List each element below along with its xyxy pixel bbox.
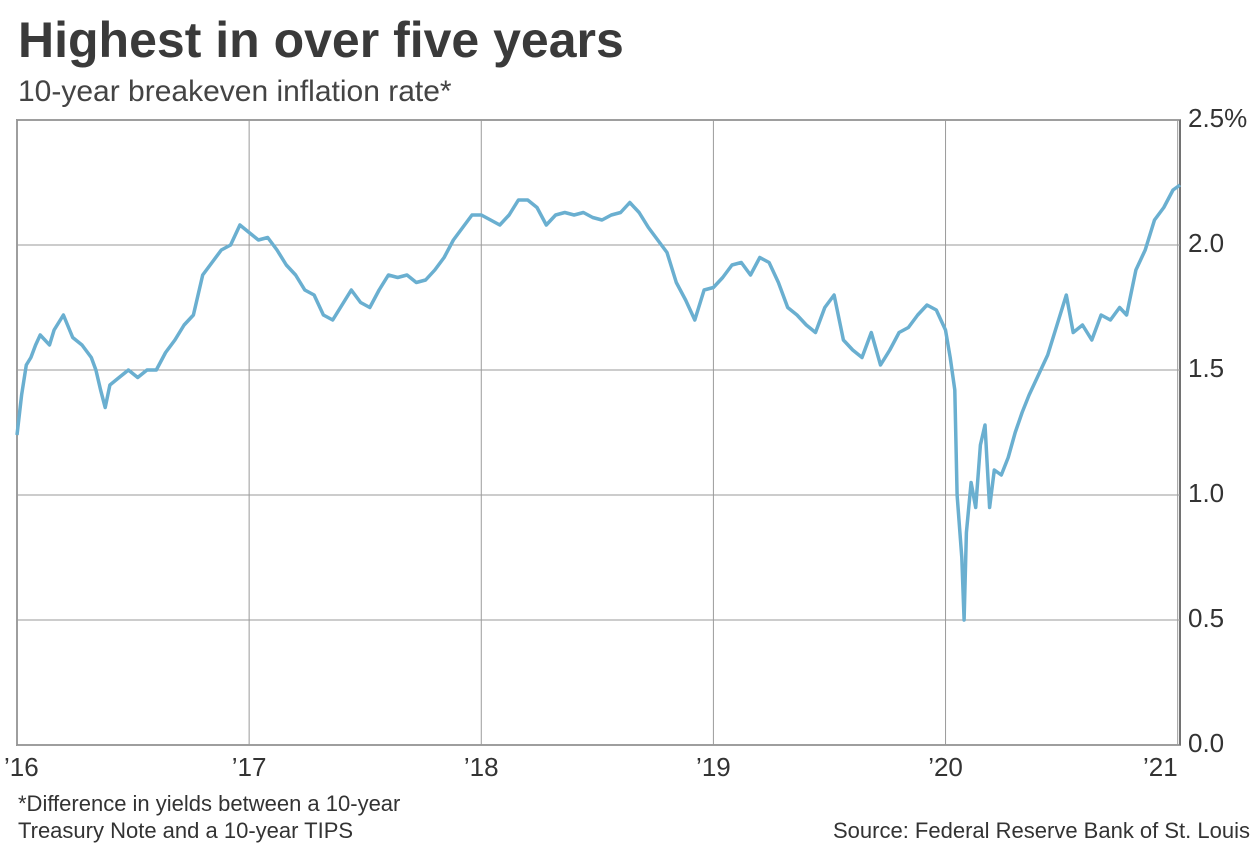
x-tick-label: ’20 [928,752,963,782]
y-tick-label: 0.5 [1188,603,1224,633]
chart-subtitle: 10-year breakeven inflation rate* [18,75,452,108]
x-tick-label: ’19 [696,752,731,782]
footnote: *Difference in yields between a 10-year [18,791,400,816]
x-tick-label: ’18 [464,752,499,782]
source: Source: Federal Reserve Bank of St. Loui… [833,818,1250,843]
x-tick-label: ’21 [1143,752,1178,782]
y-tick-label: 2.0 [1188,228,1224,258]
x-tick-label: ’16 [4,752,39,782]
plot-frame [16,119,1181,746]
y-tick-label: 1.0 [1188,478,1224,508]
data-line [15,183,1182,622]
footnote: Treasury Note and a 10-year TIPS [18,818,353,843]
x-tick-label: ’17 [232,752,267,782]
y-tick-label: 2.5% [1188,103,1247,133]
y-tick-label: 0.0 [1188,728,1224,758]
chart-title: Highest in over five years [18,12,624,68]
y-tick-label: 1.5 [1188,353,1224,383]
